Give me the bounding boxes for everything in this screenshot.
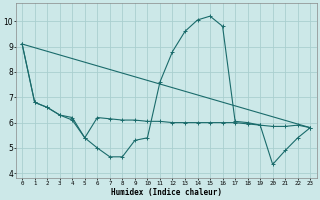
X-axis label: Humidex (Indice chaleur): Humidex (Indice chaleur) xyxy=(111,188,222,197)
